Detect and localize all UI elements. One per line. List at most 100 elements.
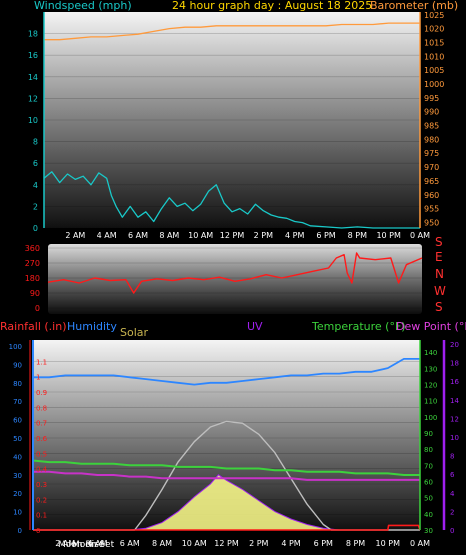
direction-panel [48, 244, 422, 314]
barometer-tick-label: 1010 [424, 52, 444, 61]
time-tick-label: 10 AM [188, 231, 213, 240]
barometer-tick-label: 980 [424, 135, 439, 144]
uv-legend: UV [247, 320, 263, 333]
rainfall-tick-label: 0.1 [36, 512, 47, 520]
rainfall-tick-label: 0.5 [36, 450, 47, 458]
time-tick-label: 0 AM [410, 231, 430, 240]
barometer-tick-label: 965 [424, 177, 439, 186]
windspeed-line [43, 171, 420, 229]
time-tick-label: 4 AM [87, 539, 107, 548]
barometer-tick-label: 990 [424, 108, 439, 117]
uv-tick-label: 0 [450, 527, 454, 535]
compass-label: E [435, 250, 443, 264]
time-tick-label: 8 PM [346, 539, 365, 548]
windspeed-tick-label: 14 [28, 73, 38, 82]
time-tick-label: 10 PM [376, 231, 401, 240]
temperature-tick-label: 80 [424, 446, 433, 454]
time-tick-label: 12 PM [220, 231, 245, 240]
temperature-tick-label: 130 [424, 365, 437, 373]
temperature-tick-label: 40 [424, 511, 433, 519]
windspeed-tick-label: 16 [28, 51, 38, 60]
rainfall-tick-label: 0.4 [36, 466, 48, 474]
windspeed-tick-label: 6 [33, 159, 38, 168]
windspeed-tick-label: 0 [33, 224, 38, 233]
windspeed-axis-title: Windspeed (mph) [34, 0, 132, 12]
time-tick-label: 12 PM [214, 539, 239, 548]
uv-tick-label: 18 [450, 360, 459, 368]
uv-tick-label: 20 [450, 341, 459, 349]
barometer-tick-label: 950 [424, 218, 439, 227]
barometer-tick-label: 1000 [424, 80, 444, 89]
temperature-tick-label: 60 [424, 478, 433, 486]
solar-legend: Solar [120, 326, 149, 339]
humidity-tick-label: 60 [13, 417, 22, 425]
uv-tick-label: 4 [450, 490, 455, 498]
moon-rise-label: Moon Rise [58, 540, 105, 550]
barometer-tick-label: 995 [424, 94, 439, 103]
time-tick-label: 2 PM [249, 539, 268, 548]
barometer-tick-label: 955 [424, 205, 439, 214]
time-tick-label: 10 PM [376, 539, 401, 548]
chart-title: 24 hour graph day : August 18 2025 [172, 0, 373, 12]
rainfall-tick-label: 0.7 [36, 420, 47, 428]
time-tick-label: 2 AM [65, 231, 85, 240]
time-tick-label: 10 AM [182, 539, 207, 548]
humidity-tick-label: 50 [13, 435, 22, 443]
compass-label: S [435, 300, 443, 314]
time-tick-label: 0 AM [410, 539, 430, 548]
temperature-tick-label: 100 [424, 414, 437, 422]
uv-tick-label: 16 [450, 378, 459, 386]
humidity-tick-label: 70 [13, 398, 22, 406]
barometer-axis-title: Barometer (mb) [370, 0, 459, 12]
humidity-tick-label: 80 [13, 380, 22, 388]
barometer-tick-label: 1005 [424, 66, 444, 75]
solar-max-line [33, 420, 420, 531]
windspeed-tick-label: 8 [33, 138, 38, 147]
time-tick-label: 2 PM [254, 231, 273, 240]
barometer-tick-label: 1015 [424, 38, 444, 47]
temperature-tick-label: 110 [424, 398, 437, 406]
wind-direction-line [47, 252, 423, 294]
windspeed-tick-label: 2 [33, 202, 38, 211]
humidity-tick-label: 10 [13, 509, 22, 517]
barometer-tick-label: 970 [424, 163, 439, 172]
compass-label: S [435, 235, 443, 249]
temperature-legend: Temperature (°F) [312, 320, 406, 333]
rainfall-line [33, 524, 421, 531]
time-tick-label: 8 AM [152, 539, 172, 548]
moon-set-label: Moon Set [72, 540, 115, 550]
temperature-tick-label: 30 [424, 527, 433, 535]
compass-label: W [434, 284, 446, 298]
windspeed-tick-label: 18 [28, 30, 38, 39]
time-tick-label: 6 AM [120, 539, 140, 548]
rainfall-tick-label: 0.6 [36, 435, 48, 443]
temperature-tick-label: 140 [424, 349, 437, 357]
rainfall-tick-label: 1 [36, 374, 40, 382]
temperature-tick-label: 50 [424, 495, 433, 503]
uv-tick-label: 10 [450, 434, 459, 442]
solar-radiation-area [33, 474, 420, 531]
uv-tick-label: 2 [450, 508, 454, 516]
time-tick-label: 4 AM [97, 231, 117, 240]
rainfall-legend: Rainfall (.in) [0, 320, 67, 333]
uv-tick-label: 14 [450, 397, 459, 405]
barometer-tick-label: 1020 [424, 25, 444, 34]
dewpoint-line [33, 470, 420, 481]
time-tick-label: 6 PM [314, 539, 333, 548]
rainfall-tick-label: 1.1 [36, 358, 47, 366]
barometer-tick-label: 985 [424, 122, 439, 131]
direction-tick-label: 180 [25, 274, 40, 283]
barometer-tick-label: 975 [424, 149, 439, 158]
uv-tick-label: 6 [450, 471, 455, 479]
time-tick-label: 6 AM [128, 231, 148, 240]
wind-baro-panel [44, 12, 420, 228]
direction-tick-label: 360 [25, 244, 40, 253]
temperature-tick-label: 70 [424, 462, 433, 470]
humidity-tick-label: 100 [9, 343, 22, 351]
direction-tick-label: 0 [35, 304, 40, 313]
temperature-line [32, 459, 420, 476]
rainfall-tick-label: 0.3 [36, 481, 47, 489]
windspeed-tick-label: 10 [28, 116, 38, 125]
